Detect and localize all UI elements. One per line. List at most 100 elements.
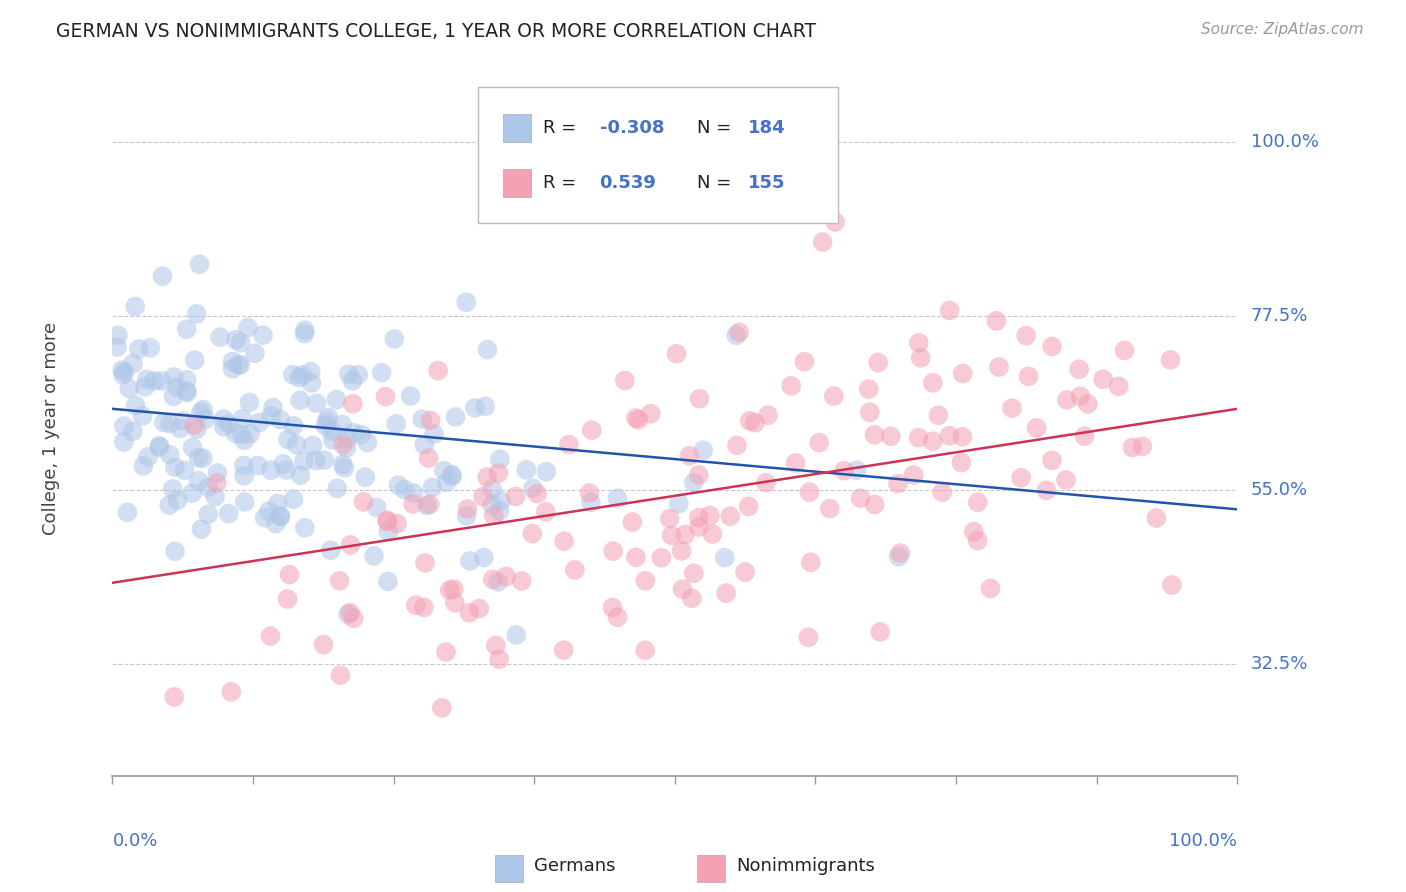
Point (288, 370, 311, 384)
Point (1001, 401, 1024, 416)
Point (744, 416, 766, 430)
Point (413, 438, 436, 452)
Point (118, 381, 141, 395)
Point (246, 458, 269, 473)
Point (482, 508, 505, 523)
Point (553, 534, 575, 549)
Point (342, 397, 364, 411)
FancyBboxPatch shape (503, 113, 531, 142)
Point (339, 606, 361, 620)
Point (522, 482, 544, 496)
Point (734, 565, 756, 579)
Point (169, 421, 191, 435)
Point (682, 566, 704, 581)
Point (124, 399, 146, 413)
Text: 0.0%: 0.0% (112, 831, 157, 850)
Point (1040, 340, 1063, 354)
Point (219, 685, 242, 699)
Point (402, 486, 425, 500)
Point (117, 505, 139, 519)
Point (443, 582, 465, 597)
Point (505, 628, 527, 642)
Point (681, 591, 703, 606)
Point (907, 335, 929, 350)
Point (183, 353, 205, 368)
Point (797, 631, 820, 645)
Point (163, 544, 186, 558)
Point (270, 509, 292, 524)
Point (859, 405, 882, 419)
Point (277, 433, 299, 447)
Point (173, 463, 195, 477)
Text: 100.0%: 100.0% (1170, 831, 1237, 850)
Point (624, 550, 647, 565)
Point (988, 360, 1011, 375)
Point (1035, 483, 1057, 498)
Point (134, 380, 156, 394)
Point (785, 456, 807, 470)
Point (1056, 392, 1078, 407)
Point (236, 320, 259, 334)
Point (419, 497, 441, 511)
Point (627, 413, 650, 427)
Point (387, 478, 409, 492)
Point (162, 482, 184, 496)
Point (183, 417, 205, 432)
Point (377, 524, 399, 539)
Point (374, 390, 396, 404)
Point (333, 460, 356, 475)
Point (163, 690, 186, 704)
Point (602, 544, 624, 558)
Point (153, 416, 176, 430)
Point (780, 379, 803, 393)
Point (330, 417, 353, 432)
Point (111, 368, 134, 382)
Point (1015, 328, 1038, 343)
Point (472, 550, 495, 565)
Point (238, 395, 260, 409)
Point (413, 600, 436, 615)
Point (212, 412, 235, 426)
Point (430, 701, 453, 715)
Point (474, 399, 496, 413)
Point (354, 470, 377, 484)
Point (472, 490, 495, 504)
Point (534, 505, 557, 519)
Point (257, 504, 280, 518)
Point (755, 475, 778, 490)
Point (858, 382, 880, 396)
Point (634, 574, 657, 588)
Point (952, 367, 974, 381)
Point (578, 486, 600, 500)
Point (1010, 471, 1032, 485)
Point (187, 450, 209, 465)
Point (488, 652, 510, 666)
Point (950, 430, 973, 444)
Point (606, 610, 628, 624)
Point (1018, 369, 1040, 384)
Point (163, 460, 186, 475)
Point (863, 498, 886, 512)
Point (166, 493, 188, 508)
Point (481, 482, 503, 496)
Point (176, 322, 198, 336)
Point (756, 408, 779, 422)
Point (689, 392, 711, 406)
Point (325, 392, 347, 407)
Point (526, 486, 548, 500)
Point (800, 555, 823, 569)
Point (375, 513, 398, 527)
Point (332, 458, 354, 472)
Text: Source: ZipAtlas.com: Source: ZipAtlas.com (1201, 22, 1364, 37)
Point (135, 372, 157, 386)
Point (370, 366, 392, 380)
Point (668, 497, 690, 511)
Point (661, 528, 683, 542)
Point (314, 453, 336, 467)
Point (845, 463, 868, 477)
FancyBboxPatch shape (503, 169, 531, 197)
Point (150, 374, 173, 388)
Point (1160, 578, 1182, 592)
Point (456, 508, 478, 523)
Text: 77.5%: 77.5% (1251, 307, 1308, 325)
